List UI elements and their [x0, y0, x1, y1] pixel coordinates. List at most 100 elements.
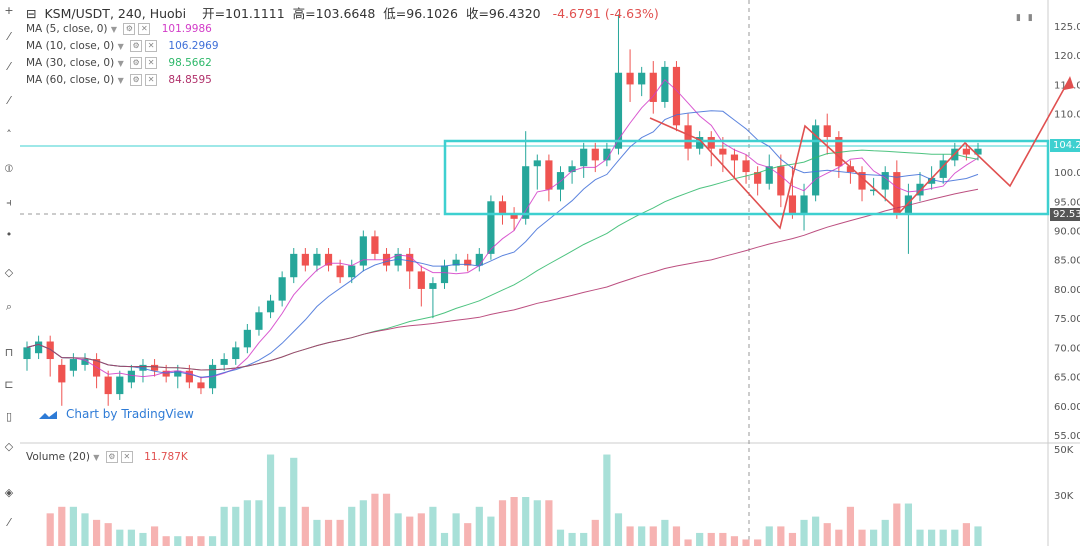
candle-body [962, 148, 970, 155]
dropdown-icon[interactable]: ▼ [93, 453, 100, 462]
candle-body [46, 341, 54, 360]
indicator-ma30[interactable]: MA (30, close, 0) ▼ ⚙ ✕ 98.5662 [26, 56, 212, 71]
volume-bar [568, 532, 576, 546]
settings-icon[interactable]: ⚙ [130, 40, 143, 52]
candle-body [475, 253, 483, 266]
candle-body [603, 148, 611, 161]
candle-body [649, 72, 657, 102]
maximize-icon[interactable]: ▮ [1016, 13, 1023, 23]
indicator-label: MA (30, close, 0) [26, 57, 115, 69]
candle-body [220, 359, 228, 365]
volume-bar [290, 457, 298, 546]
close-icon[interactable]: ✕ [145, 40, 158, 52]
magnet-icon[interactable]: ⊓ [4, 346, 14, 359]
volume-bar [649, 526, 657, 546]
candle-body [336, 265, 344, 278]
volume-bar [440, 532, 449, 546]
candle-body [858, 172, 866, 190]
candle-body [139, 364, 147, 371]
volume-bar [904, 503, 913, 546]
indicator-value: 106.2969 [168, 40, 219, 52]
volume-bar [696, 532, 704, 546]
candle-body [661, 66, 669, 102]
candle-body [23, 347, 31, 360]
volume-bar [81, 513, 89, 546]
zoom-icon[interactable]: ⌕ [5, 300, 13, 313]
restore-icon[interactable]: ▮ [1027, 13, 1035, 23]
volume-bar [684, 539, 692, 546]
indicator-value: 101.9986 [161, 23, 212, 35]
candle-body [939, 160, 947, 178]
low-value: 低=96.1026 [383, 6, 458, 21]
volume-bar [672, 526, 681, 546]
volume-bar [394, 513, 402, 546]
dropdown-icon[interactable]: ▼ [117, 59, 124, 68]
volume-bar [591, 519, 599, 546]
dot-icon[interactable]: • [5, 228, 13, 241]
volume-bar [452, 513, 460, 546]
dropdown-icon[interactable]: ▼ [117, 76, 124, 85]
volume-value: 11.787K [144, 451, 188, 463]
volume-bar [614, 513, 623, 546]
volume-bar [139, 532, 147, 546]
volume-bar [324, 519, 333, 546]
volume-tick-label: 50K [1054, 445, 1074, 456]
indicator-ma10[interactable]: MA (10, close, 0) ▼ ⚙ ✕ 106.2969 [26, 39, 219, 54]
brush-icon[interactable]: ˄ [6, 128, 12, 141]
settings-icon[interactable]: ⚙ [130, 74, 143, 86]
high-value: 高=103.6648 [292, 6, 376, 21]
volume-bar [371, 493, 379, 546]
candle-body [406, 253, 414, 272]
volume-bar [533, 500, 541, 546]
crosshair-icon[interactable]: + [4, 4, 14, 17]
pane-controls[interactable]: ▮ ▮ [1016, 13, 1035, 23]
volume-bar [162, 536, 170, 546]
trash-icon[interactable]: ◇ [4, 440, 14, 453]
lock-icon[interactable]: ⊏ [4, 378, 14, 391]
measure-icon[interactable]: ⫞ [6, 196, 12, 209]
candle-body [800, 195, 808, 213]
price-tick-label: 100.00 [1054, 168, 1080, 179]
settings-icon[interactable]: ⚙ [123, 23, 136, 35]
volume-bar [348, 506, 356, 546]
close-icon[interactable]: ✕ [145, 74, 158, 86]
eraser-icon[interactable]: ◇ [4, 266, 14, 279]
layers-icon[interactable]: ◈ [4, 486, 14, 499]
settings-icon[interactable]: ⚙ [105, 451, 118, 463]
indicator-ma60[interactable]: MA (60, close, 0) ▼ ⚙ ✕ 84.8595 [26, 73, 212, 88]
volume-bar [46, 513, 54, 546]
volume-bar [104, 523, 112, 546]
volume-bar [812, 516, 820, 546]
candle-body [35, 341, 43, 354]
volume-bar [336, 519, 344, 546]
volume-bar [58, 506, 66, 546]
trendline-icon[interactable]: ⁄ [8, 30, 10, 43]
candle-body [394, 253, 402, 266]
candle-body [162, 370, 170, 377]
volume-bar [835, 529, 843, 546]
price-tick-label: 75.00 [1054, 314, 1080, 325]
pattern-icon[interactable]: ⦶ [5, 162, 13, 175]
candle-body [92, 359, 101, 377]
candle-body [545, 160, 553, 190]
hide-icon[interactable]: ▯ [5, 410, 13, 423]
dropdown-icon[interactable]: ▼ [117, 42, 124, 51]
settings-icon[interactable]: ⚙ [130, 57, 143, 69]
close-icon[interactable]: ✕ [145, 57, 158, 69]
candle-body [870, 189, 878, 192]
fib-icon[interactable]: ⁄ [8, 94, 10, 107]
indicator-ma5[interactable]: MA (5, close, 0) ▼ ⚙ ✕ 101.9986 [26, 22, 212, 37]
close-icon[interactable]: ✕ [138, 23, 151, 35]
tradingview-watermark[interactable]: Chart by TradingView [38, 407, 194, 421]
collapse-icon[interactable]: ⊟ [26, 6, 37, 21]
volume-legend[interactable]: Volume (20) ▼ ⚙ ✕ 11.787K [26, 451, 188, 463]
arrowhead-icon [1064, 76, 1074, 90]
settings-icon[interactable]: ⁄ [8, 516, 10, 529]
volume-bar [150, 526, 159, 546]
pitchfork-icon[interactable]: ⁄ [8, 60, 10, 73]
volume-bar [417, 513, 425, 546]
candle-body [232, 347, 240, 360]
dropdown-icon[interactable]: ▼ [110, 25, 118, 34]
close-icon[interactable]: ✕ [120, 451, 133, 463]
